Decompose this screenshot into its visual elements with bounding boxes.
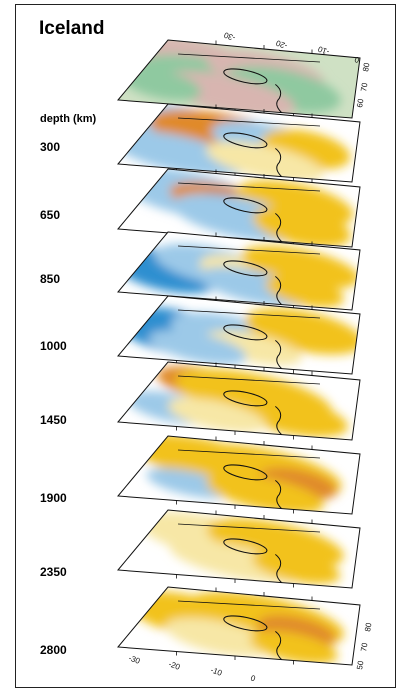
anomaly-region bbox=[167, 397, 266, 433]
bottom-lat-label: 50 bbox=[355, 659, 366, 670]
depth-label-2350: 2350 bbox=[40, 565, 67, 579]
coastline bbox=[177, 117, 321, 182]
slice-1450 bbox=[116, 361, 361, 441]
slice-border bbox=[116, 295, 361, 375]
anomaly-region bbox=[249, 630, 338, 664]
slice-border bbox=[116, 103, 361, 183]
bottom-lon-label: 0 bbox=[249, 673, 257, 683]
anomaly-region bbox=[252, 550, 341, 584]
depth-axis-header: depth (km) bbox=[40, 113, 97, 125]
slice-border bbox=[116, 39, 361, 119]
depth-label-1450: 1450 bbox=[40, 413, 67, 427]
anomaly-region bbox=[241, 245, 360, 289]
top-lon-label: -10 bbox=[316, 44, 330, 57]
depth-label-2800: 2800 bbox=[40, 643, 67, 657]
figure-title: Iceland bbox=[39, 18, 105, 39]
depth-label-300: 300 bbox=[40, 140, 61, 154]
depth-label-650: 650 bbox=[40, 208, 61, 222]
slice-2800 bbox=[116, 586, 361, 666]
bottom-lon-label: -10 bbox=[209, 665, 223, 678]
bottom-lon-label: -30 bbox=[127, 653, 141, 666]
anomaly-region bbox=[265, 275, 345, 308]
anomaly-region bbox=[206, 473, 324, 514]
slice-1000 bbox=[116, 295, 361, 375]
anomaly-region bbox=[206, 141, 324, 182]
slice-1900 bbox=[116, 435, 361, 515]
top-lat-label: 80 bbox=[361, 61, 372, 72]
coastline bbox=[177, 523, 321, 588]
anomaly-region bbox=[148, 330, 247, 365]
slice-650 bbox=[116, 168, 361, 248]
bottom-lat-label: 70 bbox=[359, 641, 370, 652]
anomaly-region bbox=[146, 468, 235, 499]
depth-label-1000: 1000 bbox=[40, 339, 67, 353]
top-lon-label: 0 bbox=[353, 54, 361, 64]
anomaly-region bbox=[118, 130, 248, 177]
coastline bbox=[177, 53, 321, 118]
slice-border bbox=[116, 509, 361, 589]
top-lat-label: 60 bbox=[355, 97, 366, 108]
anomaly-region bbox=[230, 393, 348, 437]
anomaly-region bbox=[165, 617, 274, 657]
bottom-lon-label: -20 bbox=[167, 659, 181, 672]
slice-border bbox=[116, 231, 361, 311]
coastline bbox=[177, 309, 321, 374]
depth-label-1900: 1900 bbox=[40, 491, 67, 505]
coastline bbox=[177, 600, 321, 665]
slice-border bbox=[116, 361, 361, 441]
anomaly-region bbox=[122, 68, 202, 101]
top-lon-label: -20 bbox=[274, 38, 288, 51]
coastline bbox=[177, 182, 321, 247]
coastline bbox=[177, 375, 321, 440]
anomaly-region bbox=[206, 518, 344, 568]
slice-border bbox=[116, 168, 361, 248]
slice-2350 bbox=[116, 509, 361, 589]
coastline bbox=[177, 245, 321, 310]
slice-border bbox=[116, 435, 361, 515]
coastline bbox=[177, 449, 321, 514]
top-lat-label: 70 bbox=[359, 81, 370, 92]
slice-300 bbox=[116, 103, 361, 183]
top-lon-label: -30 bbox=[222, 30, 236, 43]
depth-label-850: 850 bbox=[40, 272, 61, 286]
slice-border bbox=[116, 586, 361, 666]
bottom-lat-label: 80 bbox=[363, 621, 374, 632]
slice-850 bbox=[116, 231, 361, 311]
